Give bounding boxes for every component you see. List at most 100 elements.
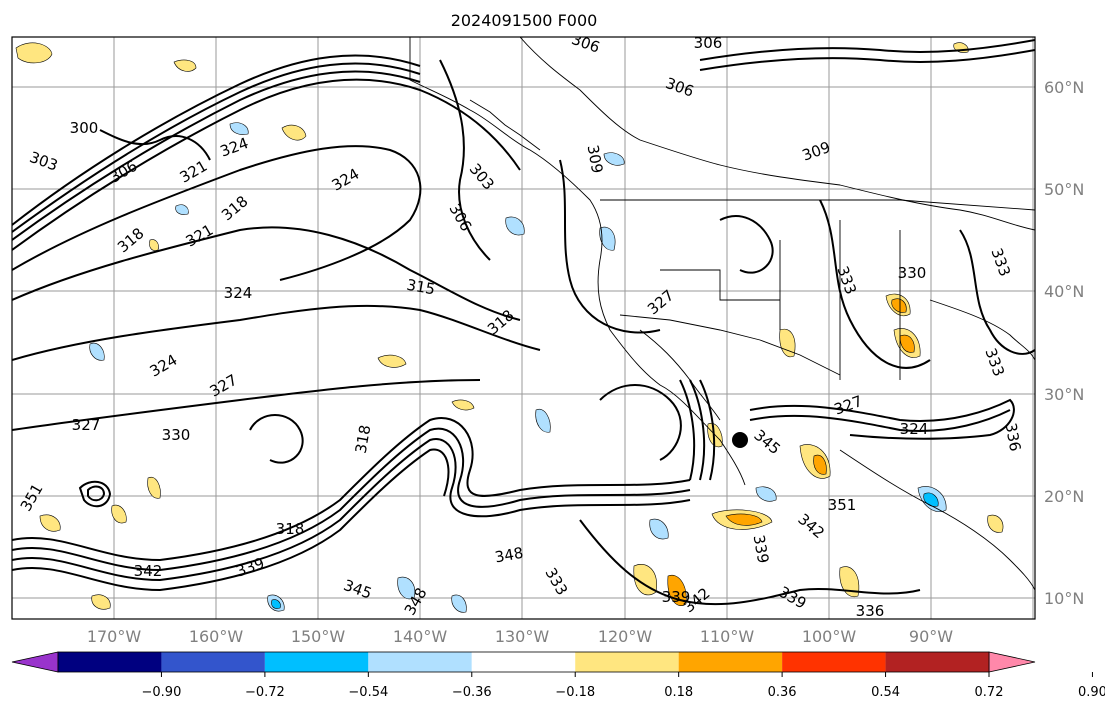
contour-line: [599, 384, 682, 461]
contour-line: [12, 427, 691, 572]
shade-patch: [451, 399, 475, 411]
lon-label: 150°W: [291, 627, 346, 646]
lon-label: 110°W: [700, 627, 755, 646]
contour-label: 327: [72, 416, 101, 434]
lat-label: 20°N: [1044, 487, 1084, 506]
shade-patch: [535, 408, 551, 433]
contour-label: 342: [134, 562, 163, 580]
shade-patch: [603, 152, 625, 166]
colorbar-tick-label: 0.90: [1078, 685, 1105, 700]
shade-patch: [813, 454, 827, 475]
shade-patch: [923, 492, 939, 507]
shade-patch: [271, 599, 281, 609]
contour-lines: [12, 39, 1035, 606]
coastline-us-east: [929, 299, 1035, 361]
contour-label: 339: [750, 533, 773, 564]
contour-line: [959, 229, 1035, 355]
contour-line: [749, 409, 1011, 432]
colorbar-bin: [678, 652, 783, 672]
colorbar-tick-label: −0.18: [555, 685, 595, 700]
colorbar-tick-label: 0.54: [871, 685, 900, 700]
colorbar-extend-high: [988, 651, 1036, 673]
shade-patch: [755, 486, 777, 502]
shade-patch: [451, 594, 467, 613]
contour-line: [12, 417, 691, 562]
colorbar-tick-label: −0.72: [245, 685, 285, 700]
shade-patch: [839, 566, 860, 598]
contour-label: 339: [662, 588, 691, 606]
contour-label: 324: [224, 284, 253, 302]
shade-patch: [175, 204, 189, 215]
contour-label: 330: [162, 426, 191, 444]
figure-title: 2024091500 F000: [451, 11, 598, 30]
map-frame: [11, 36, 1036, 620]
lon-label: 170°W: [87, 627, 142, 646]
contour-label: 318: [276, 520, 305, 538]
contour-line: [12, 78, 521, 251]
border-state: [660, 220, 901, 380]
coastline-mainland-north: [519, 37, 1035, 231]
shade-patch: [173, 59, 197, 72]
colorbar-tick-label: −0.54: [348, 685, 388, 700]
shade-patch: [111, 504, 127, 524]
lon-label: 90°W: [909, 627, 953, 646]
lon-label: 130°W: [495, 627, 550, 646]
contour-line: [78, 480, 112, 508]
longitude-labels: 170°W 160°W 150°W 140°W 130°W 120°W 110°…: [87, 627, 953, 646]
contour-label: 306: [694, 34, 723, 52]
contour-line: [749, 398, 1015, 440]
contour-label: 330: [898, 264, 927, 282]
contour-line: [12, 62, 421, 233]
lon-label: 140°W: [393, 627, 448, 646]
lon-label: 160°W: [189, 627, 244, 646]
colorbar-bin: [575, 652, 679, 672]
colorbar-tick-label: −0.90: [142, 685, 182, 700]
contour-label: 336: [856, 602, 885, 620]
border-us-canada: [600, 199, 1035, 211]
lat-label: 40°N: [1044, 282, 1084, 301]
colorbar-tick-label: −0.36: [452, 685, 492, 700]
colorbar-extend-low: [11, 651, 59, 673]
lon-label: 120°W: [598, 627, 653, 646]
shade-patch: [149, 239, 159, 251]
shade-patch: [39, 514, 61, 532]
map-content: 300 303 306 306 306 306 303 306 309 309 …: [12, 34, 1035, 620]
contour-label: 348: [493, 544, 524, 567]
colorbar-bin: [58, 652, 162, 672]
colorbar-tick-label: 0.18: [664, 685, 693, 700]
lat-label: 30°N: [1044, 385, 1084, 404]
lat-label: 10°N: [1044, 589, 1084, 608]
shade-patch: [779, 328, 796, 358]
coastline-alaska: [409, 37, 746, 486]
contour-line: [12, 70, 421, 241]
contour-line: [12, 54, 421, 226]
contour-label: 351: [828, 496, 857, 514]
contour-label: 318: [352, 423, 375, 454]
shade-patch: [899, 334, 915, 353]
location-marker: [732, 432, 748, 448]
map-background: [12, 37, 1035, 619]
contour-line: [12, 304, 541, 361]
shade-patch: [147, 476, 161, 499]
contour-line: [559, 159, 661, 334]
contour-label: 315: [405, 276, 436, 299]
shade-patch: [15, 42, 53, 64]
shade-patch: [599, 226, 616, 251]
colorbar-bin: [264, 652, 369, 672]
contour-line: [719, 215, 774, 274]
contour-line: [87, 485, 106, 502]
graticule: [12, 37, 1035, 619]
colorbar-bin: [161, 652, 265, 672]
shaded-field: [15, 42, 1004, 613]
map-panel: 300 303 306 306 306 306 303 306 309 309 …: [11, 34, 1036, 620]
contour-line: [579, 519, 921, 606]
contour-line: [699, 39, 1035, 71]
coastline-island: [469, 99, 541, 151]
border-us-mexico: [619, 314, 841, 376]
colorbar-bin: [471, 652, 576, 672]
shade-patch: [891, 298, 907, 313]
colorbar-bin: [368, 652, 472, 672]
latitude-labels: 60°N 50°N 40°N 30°N 20°N 10°N: [1044, 78, 1084, 608]
shade-patch: [649, 518, 669, 540]
